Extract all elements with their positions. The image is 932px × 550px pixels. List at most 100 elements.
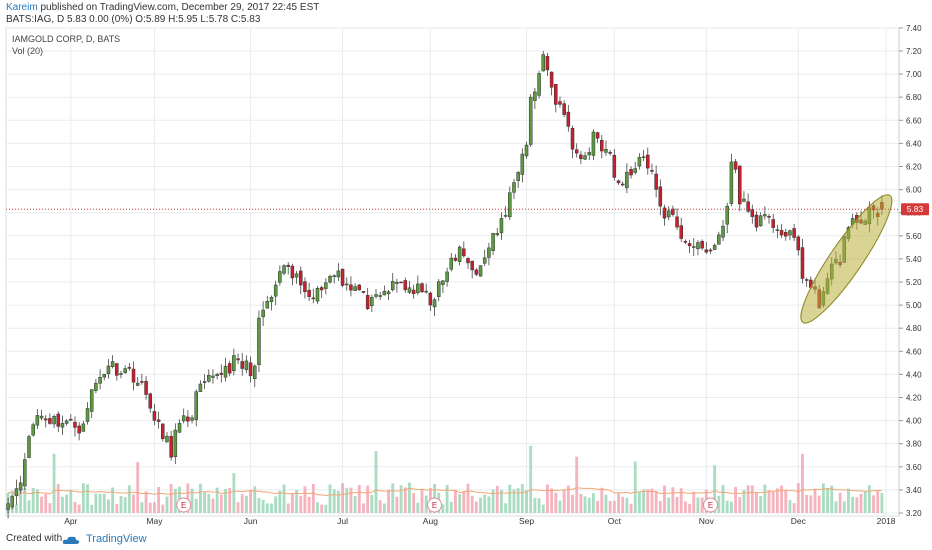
volume-bar [244,495,248,513]
volume-bar [650,488,654,513]
candle-body [696,242,700,250]
candle-body [466,258,470,264]
candle-body [629,169,633,176]
candle-body [23,459,27,487]
earnings-marker-circle [427,497,443,513]
volume-bar [696,497,700,513]
x-tick-label: Nov [699,516,715,526]
candle-body [704,249,709,253]
volume-bar [328,484,332,513]
volume-bar [56,484,60,513]
volume-bar [863,491,867,513]
publisher-name[interactable]: Kareim [6,2,38,13]
volume-bar [520,484,524,513]
volume-bar [441,504,445,513]
candle-body [223,365,228,378]
candle-body [311,297,316,300]
volume-bar [683,501,687,513]
volume-bar [119,496,123,513]
candle-body [708,249,713,252]
candle-body [533,91,537,101]
candle-body [6,503,10,510]
highlight-ellipse [800,194,893,324]
volume-bar [416,502,420,513]
volume-bar [755,492,758,513]
candle-body [524,144,529,157]
candle-body [194,391,198,420]
volume-bar [307,496,311,513]
volume-bar [474,501,478,513]
volume-bar [102,493,106,513]
volume-bar [767,490,771,513]
volume-bar [821,483,825,513]
candle-body [123,368,127,373]
volume-bar [658,501,662,513]
candle-body [650,170,654,172]
y-tick-label: 4.20 [906,394,922,403]
volume-bar [115,504,119,513]
candle-body [721,225,725,238]
volume-bar [604,494,608,513]
tradingview-brand[interactable]: TradingView [86,533,147,545]
volume-bar [462,491,466,513]
volume-bar [194,498,198,513]
candle-body [587,152,591,156]
volume-bar [654,491,658,513]
candle-body [328,275,332,283]
candle-body [390,281,395,291]
candle-body [219,372,224,375]
candle-body [357,284,362,291]
candle-body [788,230,792,236]
volume-bar [809,495,813,513]
y-tick-label: 6.20 [906,163,922,172]
volume-bar [541,504,545,513]
volume-bar [801,453,804,513]
volume-bar [387,489,390,513]
candle-body [750,209,755,217]
y-tick-label: 7.40 [906,24,922,33]
volume-bar [763,484,767,513]
candle-body [562,103,566,115]
volume-bar [98,493,102,513]
candle-body [763,214,767,217]
candle-body [658,186,663,207]
volume-bar [107,499,110,513]
candle-body [232,355,236,372]
candle-body [666,210,671,218]
candle-body [399,281,403,284]
candle-body [767,216,771,218]
volume-bar [148,502,152,513]
quote-line: BATS:IAG, D 5.83 0.00 (0%) O:5.89 H:5.95… [6,14,261,25]
volume-bar [186,483,190,513]
candle-body [77,425,81,434]
price-chart[interactable]: 7.407.207.006.806.606.406.206.005.805.60… [0,0,932,530]
candle-body [198,383,203,392]
x-tick-label: Oct [608,516,622,526]
chart-header: Kareim published on TradingView.com, Dec… [6,2,319,26]
y-tick-label: 6.40 [906,139,922,148]
candle-body [190,417,194,421]
candle-body [800,247,805,279]
candle-body [608,152,612,154]
volume-bar [341,483,344,513]
volume-bar [203,492,207,513]
volume-bar [508,484,512,513]
volume-bar [642,489,646,513]
chart-title: IAMGOLD CORP, D, BATS [12,34,120,44]
candle-body [620,183,625,186]
candle-body [386,291,391,295]
volume-bar [566,485,570,513]
candle-body [236,358,240,361]
candle-body [574,149,579,154]
x-tick-label: Jun [244,516,258,526]
candle-body [545,55,550,71]
y-tick-label: 7.00 [906,70,922,79]
earnings-marker-label: E [432,501,437,510]
candle-body [692,246,696,248]
x-tick-label: Jul [337,516,348,526]
volume-bar [612,500,616,513]
candle-body [148,393,152,409]
volume-bar [470,495,474,513]
volume-bar [750,485,754,513]
